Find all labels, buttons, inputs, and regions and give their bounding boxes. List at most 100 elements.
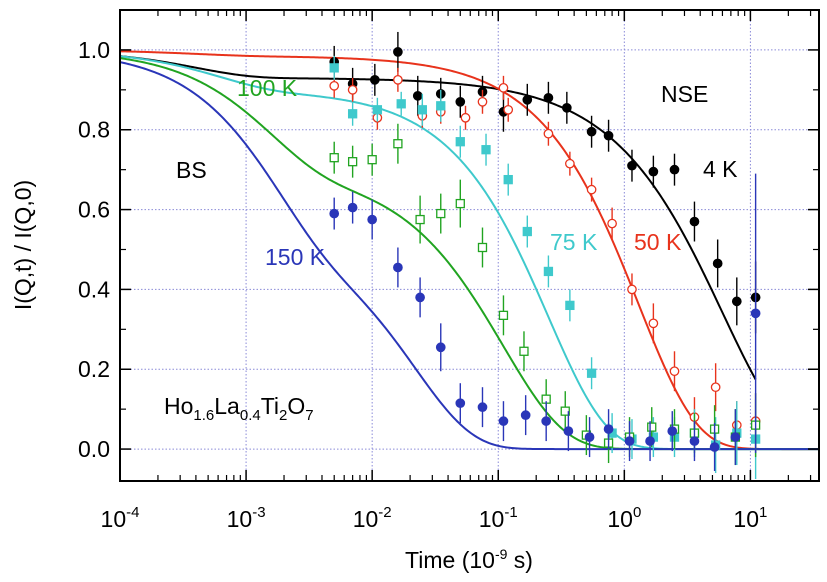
y-tick-label: 0.0 [78,436,110,462]
data-point [369,75,380,85]
tick-labels: 10-4 10-3 10-2 10-1 100 101 0.0 0.2 0.4 0.6 0.8 1.0 [78,37,767,532]
data-point [436,101,446,111]
data-point [731,296,742,307]
data-point [481,145,491,155]
data-point [586,368,597,378]
data-point [455,398,466,409]
series-label-4k: 4 K [703,156,738,182]
data-point [503,104,514,115]
data-point [689,216,700,227]
data-point [435,342,446,353]
data-point [627,160,637,171]
series-label-75k: 75 K [550,229,598,255]
data-point [393,262,403,273]
data-point [477,242,488,253]
x-tick-label: 10-4 [101,504,140,532]
data-point [669,164,680,175]
data-point [603,130,614,141]
y-tick-label: 1.0 [78,37,110,63]
fit-curve [119,61,819,451]
data-point [543,266,554,277]
data-point [455,137,465,147]
data-point [329,153,339,163]
data-point [624,436,635,446]
data-point [607,218,617,229]
x-tick-label: 10-3 [227,504,266,532]
data-point [750,308,761,319]
y-axis-label: I(Q,t) / I(Q,0) [10,180,36,310]
axis-ticks [119,9,819,481]
data-point [586,184,597,195]
data-point [503,174,513,185]
data-point [563,426,574,436]
data-point [543,92,554,103]
data-point [561,102,572,113]
x-tick-label: 10-2 [353,504,392,532]
data-point [522,226,532,237]
plot-frame [119,9,820,482]
data-point [712,258,723,269]
data-point [347,84,358,95]
data-point [647,422,657,432]
data-point [347,202,358,213]
data-point [565,158,575,169]
y-tick-label: 0.4 [78,276,110,302]
data-point [648,166,659,177]
data-point [455,198,465,209]
data-point [347,109,358,119]
data-point [412,90,423,101]
data-point [393,75,403,85]
data-point [329,208,340,219]
y-tick-label: 0.6 [78,197,110,223]
data-point [586,126,597,137]
data-point [415,214,425,225]
data-point [709,442,720,452]
bs-label: BS [176,157,207,183]
data-point [498,310,509,321]
data-point [560,406,570,416]
fit-curve [119,55,757,380]
data-point [645,436,655,446]
data-point [455,96,466,107]
fit-curve [119,50,819,451]
data-points [329,31,761,480]
data-point [393,139,403,149]
data-point [367,214,378,225]
data-point [329,63,339,73]
nse-label: NSE [661,81,708,107]
data-point [393,47,403,57]
data-point [669,366,680,377]
x-tick-label: 100 [607,504,641,532]
data-point [565,300,575,311]
series-label-50k: 50 K [634,229,682,255]
series-label-100k: 100 K [237,75,298,101]
data-point [730,432,741,442]
series-label-150k: 150 K [265,244,326,270]
data-point [543,128,554,139]
x-tick-label: 10-1 [479,504,518,532]
x-axis-label: Time (10-9 s) [405,546,533,573]
data-point [415,292,425,303]
data-point [498,416,509,426]
data-point [477,96,488,107]
data-point [627,284,637,295]
fit-curves [119,50,819,451]
data-point [436,208,446,219]
data-point [648,318,659,329]
formula-label: Ho1.6La0.4Ti2O7 [164,393,314,424]
data-point [522,94,533,105]
y-tick-label: 0.2 [78,356,110,382]
data-point [667,426,678,436]
data-point [520,410,531,420]
data-point [519,346,529,356]
data-point [689,436,700,446]
data-point [584,432,595,442]
data-point [367,155,377,165]
data-point [396,99,406,109]
data-point [603,424,614,434]
data-point [329,80,340,91]
data-point [417,105,427,115]
x-tick-label: 101 [733,504,767,532]
data-point [710,382,721,393]
